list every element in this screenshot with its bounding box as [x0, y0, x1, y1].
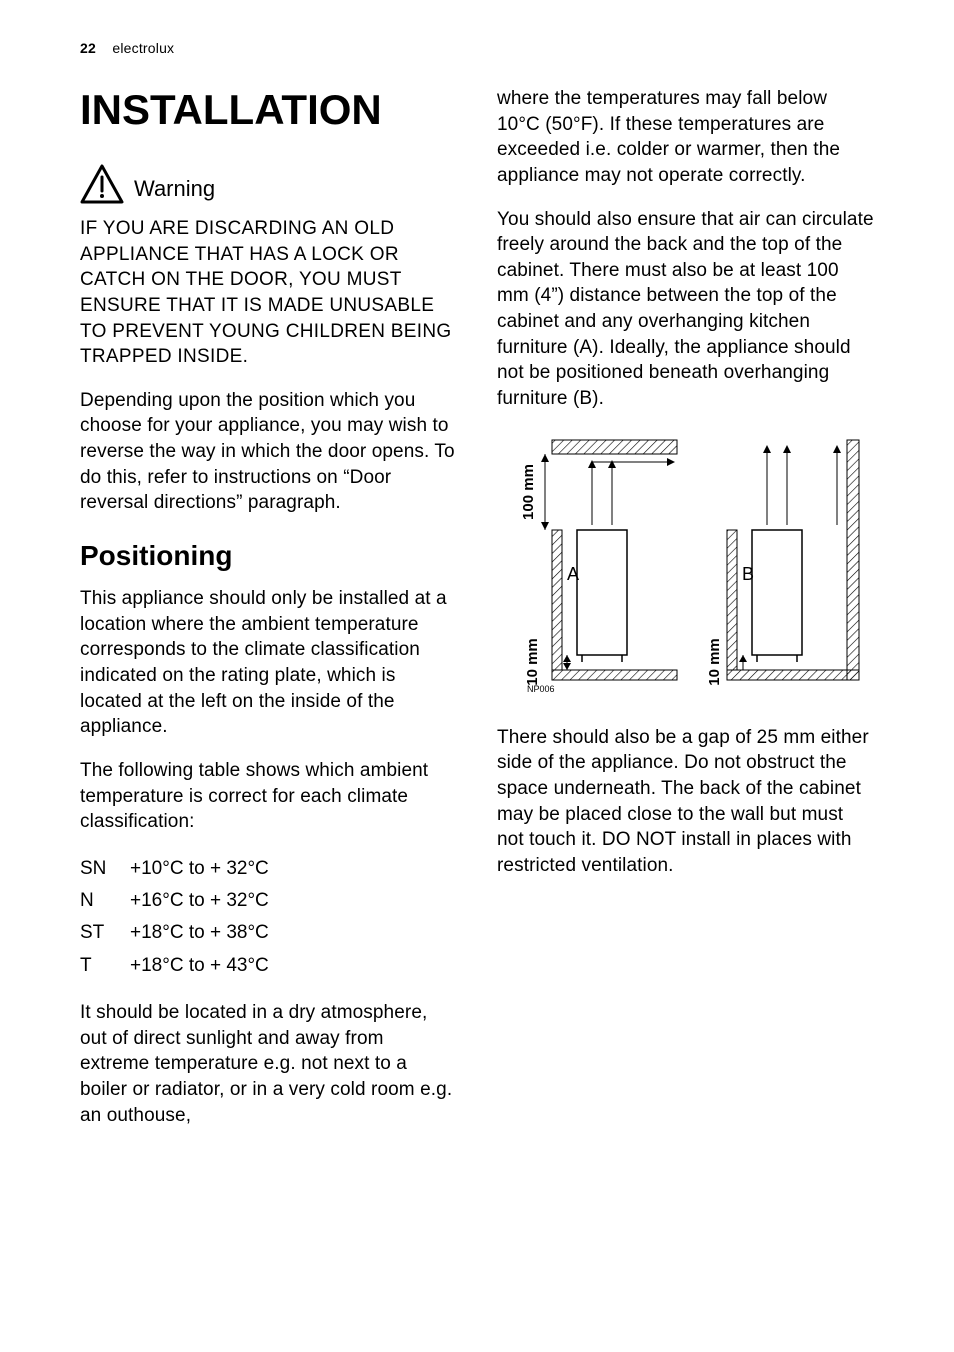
- warning-row: Warning: [80, 164, 457, 204]
- warning-label: Warning: [134, 178, 215, 204]
- diagram-caption: NP006: [527, 684, 555, 694]
- door-reversal-text: Depending upon the position which you ch…: [80, 388, 457, 516]
- climate-table: SN +10°C to + 32°C N +16°C to + 32°C ST …: [80, 853, 457, 982]
- climate-code: T: [80, 950, 130, 982]
- positioning-paragraph-3: It should be located in a dry atmosphere…: [80, 1000, 457, 1128]
- diagram-label-b: B: [742, 564, 754, 584]
- climate-code: N: [80, 885, 130, 917]
- brand-name: electrolux: [112, 40, 174, 56]
- positioning-paragraph-1: This appliance should only be installed …: [80, 586, 457, 740]
- climate-code: SN: [80, 853, 130, 885]
- warning-icon: [80, 164, 124, 204]
- climate-row: T +18°C to + 43°C: [80, 950, 457, 982]
- climate-row: N +16°C to + 32°C: [80, 885, 457, 917]
- main-title: INSTALLATION: [80, 86, 457, 134]
- climate-code: ST: [80, 917, 130, 949]
- left-column: INSTALLATION Warning IF YOU ARE DISCARDI…: [80, 86, 457, 1146]
- positioning-paragraph-2: The following table shows which ambient …: [80, 758, 457, 835]
- positioning-heading: Positioning: [80, 540, 457, 572]
- clearance-diagram: 100 mm: [497, 430, 874, 705]
- diagram-label-a: A: [567, 564, 579, 584]
- diagram-label-10mm-left: 10 mm: [524, 638, 541, 686]
- diagram-label-10mm-right: 10 mm: [706, 638, 723, 686]
- diagram-label-100mm: 100 mm: [520, 464, 537, 520]
- right-paragraph-2: You should also ensure that air can circ…: [497, 207, 874, 412]
- climate-range: +18°C to + 38°C: [130, 917, 457, 949]
- right-paragraph-1: where the temperatures may fall below 10…: [497, 86, 874, 189]
- climate-range: +18°C to + 43°C: [130, 950, 457, 982]
- climate-range: +10°C to + 32°C: [130, 853, 457, 885]
- climate-row: SN +10°C to + 32°C: [80, 853, 457, 885]
- page-header: 22 electrolux: [80, 40, 874, 56]
- right-column: where the temperatures may fall below 10…: [497, 86, 874, 1146]
- climate-row: ST +18°C to + 38°C: [80, 917, 457, 949]
- discard-warning-text: IF YOU ARE DISCARDING AN OLD APPLIANCE T…: [80, 216, 457, 370]
- climate-range: +16°C to + 32°C: [130, 885, 457, 917]
- right-paragraph-3: There should also be a gap of 25 mm eith…: [497, 725, 874, 879]
- page-number: 22: [80, 40, 96, 56]
